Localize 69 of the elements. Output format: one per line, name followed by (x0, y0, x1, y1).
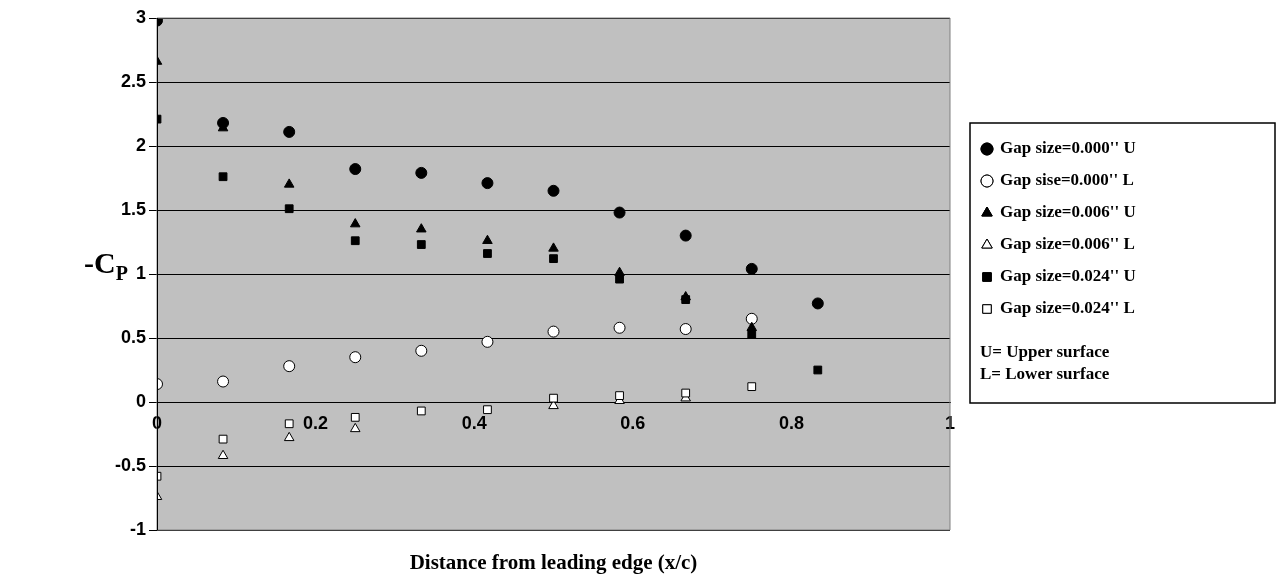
point (549, 393, 558, 403)
point (416, 223, 427, 233)
point (549, 254, 558, 264)
point (415, 344, 428, 357)
legend-label: Gap sise=0.000'' L (1000, 170, 1134, 190)
point (350, 236, 360, 246)
text: U= Upper surface (980, 342, 1110, 362)
point (548, 242, 559, 252)
point (218, 172, 228, 182)
legend-label: Gap size=0.000'' U (1000, 138, 1136, 158)
y-tick-label: 1 (135, 262, 146, 283)
y-tick-label: -0.5 (114, 454, 146, 475)
point (415, 166, 428, 179)
point (614, 266, 625, 276)
x-tick-label: 0.2 (303, 412, 329, 433)
point (745, 262, 758, 275)
point (811, 297, 824, 310)
point (813, 365, 823, 375)
point (746, 321, 758, 332)
point (349, 218, 361, 228)
y-tick-label: 2.5 (120, 70, 146, 91)
point (483, 249, 492, 258)
point (283, 125, 296, 138)
point (217, 375, 230, 388)
y-axis-title: -C$_{P}$ (84, 246, 128, 285)
point (349, 351, 362, 364)
point (482, 234, 493, 244)
point (613, 206, 626, 219)
x-tick-label: 0.6 (620, 412, 646, 433)
point (481, 177, 494, 190)
point (613, 321, 626, 334)
legend-label: Gap size=0.024'' U (1000, 266, 1136, 286)
point (681, 388, 691, 398)
y-tick-label: 1.5 (120, 198, 146, 219)
legend-label: Gap size=0.024'' L (1000, 298, 1135, 318)
x-tick-label: 0.8 (778, 412, 804, 433)
text: L= Lower surface (980, 364, 1110, 384)
point (747, 382, 757, 392)
point (681, 295, 691, 304)
point (679, 229, 692, 242)
y-tick-label: 2 (135, 134, 146, 155)
point (416, 406, 426, 416)
point (349, 422, 361, 433)
y-tick-label: -1 (129, 518, 146, 539)
legend-label: Gap size=0.006'' U (1000, 202, 1136, 222)
point (218, 434, 228, 444)
x-tick-label: 0.4 (461, 412, 487, 433)
point (283, 178, 295, 188)
point (284, 204, 294, 214)
point (416, 240, 426, 249)
point (679, 323, 692, 336)
point (349, 163, 362, 176)
point (284, 419, 294, 429)
point (745, 312, 758, 325)
point (615, 391, 624, 400)
point (547, 325, 560, 338)
x-axis-title: Distance from leading edge (x/c) (408, 550, 699, 575)
point (283, 360, 296, 373)
point (483, 405, 492, 415)
point (217, 449, 229, 460)
point (547, 184, 560, 197)
point (283, 431, 295, 442)
point (350, 412, 360, 422)
y-tick-label: 3 (135, 6, 146, 27)
y-tick-label: 0 (135, 390, 146, 411)
y-tick-label: 0.5 (120, 326, 146, 347)
legend-label: Gap size=0.006'' L (1000, 234, 1135, 254)
x-tick-label: 1 (944, 412, 956, 433)
point (481, 335, 494, 348)
